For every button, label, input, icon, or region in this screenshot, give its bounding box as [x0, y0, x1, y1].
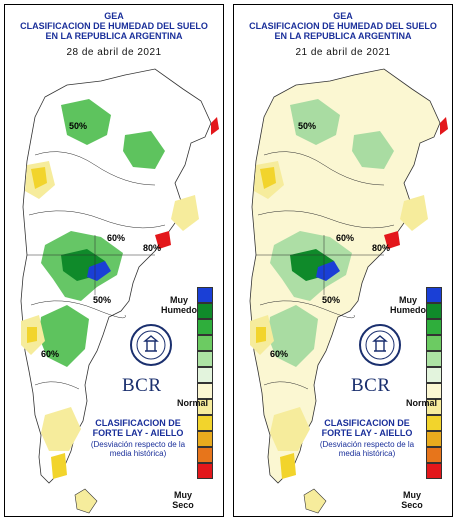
classification-title: CLASIFICACION DE FORTE LAY - AIELLO [321, 418, 413, 438]
legend-mid-label: Normal [406, 398, 438, 408]
legend-swatch [426, 415, 442, 431]
legend-swatch [426, 383, 442, 399]
legend-top-label: Muy Humedo [161, 295, 197, 315]
classification-title: CLASIFICACION DE FORTE LAY - AIELLO [92, 418, 184, 438]
legend-swatch [197, 335, 213, 351]
legend-swatch [197, 463, 213, 479]
contour-label: 80% [143, 243, 161, 253]
legend-swatch [426, 319, 442, 335]
title-line-1: CLASIFICACION DE HUMEDAD DEL SUELO [20, 21, 208, 31]
legend-swatch [197, 287, 213, 303]
title-line-1: CLASIFICACION DE HUMEDAD DEL SUELO [249, 21, 437, 31]
legend-swatch [197, 367, 213, 383]
bcr-seal-icon [130, 324, 172, 366]
title-line-2: EN LA REPUBLICA ARGENTINA [274, 31, 412, 41]
map-panel-april-28: 50% 60% 80% 50% 60% GEA CLASIFICACION DE… [4, 4, 224, 517]
legend-mid-label: Normal [177, 398, 209, 408]
legend-swatch [197, 447, 213, 463]
map-panel-april-21: 50% 60% 80% 50% 60% GEA CLASIFICACION DE… [233, 4, 453, 517]
contour-label: 80% [372, 243, 390, 253]
map-date: 28 de abril de 2021 [66, 47, 162, 58]
title-line-2: EN LA REPUBLICA ARGENTINA [45, 31, 183, 41]
legend-swatch [426, 351, 442, 367]
contour-label: 50% [322, 295, 340, 305]
contour-label: 60% [270, 349, 288, 359]
bcr-seal-icon [359, 324, 401, 366]
classification-note: (Desviación respecto de la media históri… [319, 440, 415, 458]
argentina-map: 50% 60% 80% 50% 60% [249, 68, 448, 514]
contour-label: 50% [69, 121, 87, 131]
legend-swatch [197, 319, 213, 335]
contour-label: 50% [93, 295, 111, 305]
contour-label: 60% [107, 233, 125, 243]
org-label: GEA [333, 11, 353, 21]
map-date: 21 de abril de 2021 [295, 47, 391, 58]
argentina-map: 50% 60% 80% 50% 60% [20, 68, 219, 514]
legend-swatch [197, 399, 213, 415]
legend-bottom-label: Muy Seco [172, 490, 194, 510]
legend-swatch [197, 351, 213, 367]
legend-swatch [197, 415, 213, 431]
legend-swatch [426, 431, 442, 447]
legend-swatch [426, 399, 442, 415]
bcr-logo: BCR [351, 375, 391, 396]
legend-top-label: Muy Humedo [390, 295, 426, 315]
legend [426, 287, 442, 479]
bcr-logo: BCR [122, 375, 162, 396]
org-label: GEA [104, 11, 124, 21]
contour-label: 60% [41, 349, 59, 359]
contour-label: 60% [336, 233, 354, 243]
classification-note: (Desviación respecto de la media históri… [90, 440, 186, 458]
legend-bottom-label: Muy Seco [401, 490, 423, 510]
legend-swatch [426, 463, 442, 479]
legend-swatch [426, 287, 442, 303]
legend-swatch [426, 447, 442, 463]
contour-label: 50% [298, 121, 316, 131]
legend-swatch [197, 431, 213, 447]
legend-swatch [426, 335, 442, 351]
legend-swatch [197, 303, 213, 319]
legend-swatch [197, 383, 213, 399]
legend-swatch [426, 367, 442, 383]
legend [197, 287, 213, 479]
legend-swatch [426, 303, 442, 319]
